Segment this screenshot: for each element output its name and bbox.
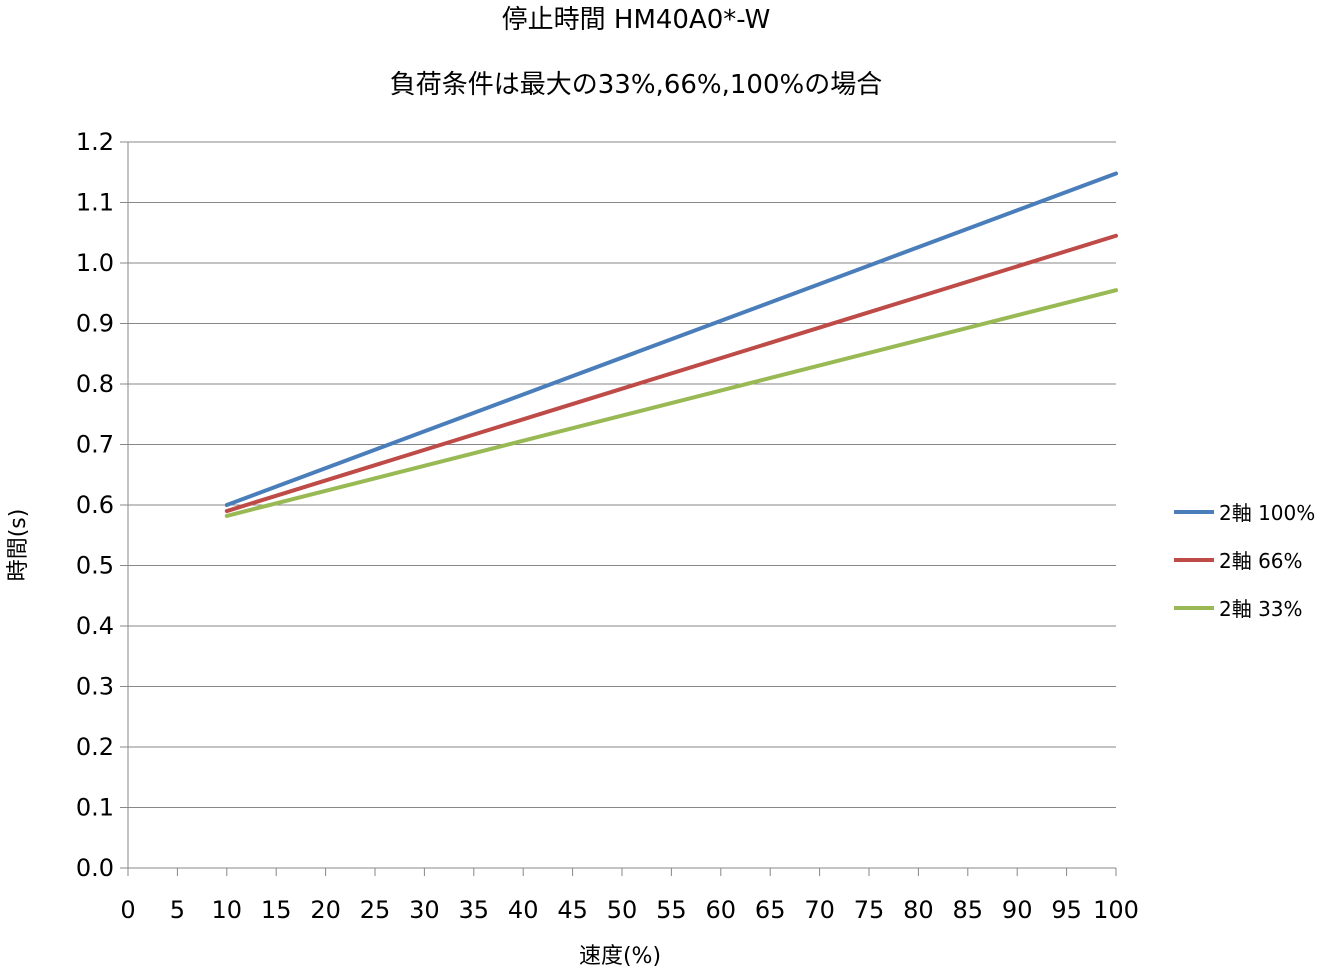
y-tick-label: 0.5 (76, 552, 114, 580)
chart-title: 停止時間 HM40A0*-W (502, 5, 771, 35)
y-tick-label: 1.2 (76, 128, 114, 156)
legend: 2軸 100% 2軸 66% 2軸 33% (1174, 501, 1315, 621)
x-tick-label: 0 (120, 896, 135, 924)
x-tick-label: 10 (212, 896, 243, 924)
x-tick-labels: 0 5 10 15 20 25 30 35 40 45 50 55 60 65 70 75 80 85 90 95 10… (120, 896, 1139, 924)
gridlines (120, 141, 1116, 869)
x-tick-label: 30 (409, 896, 440, 924)
series-lines (224, 171, 1118, 518)
x-tick-label: 65 (755, 896, 786, 924)
legend-label: 2軸 100% (1219, 501, 1315, 525)
x-axis-label: 速度(%) (579, 944, 661, 969)
y-axis-label: 時間(s) (6, 509, 31, 582)
x-tick-label: 25 (360, 896, 391, 924)
x-tick-label: 100 (1093, 896, 1139, 924)
y-tick-label: 0.6 (76, 491, 114, 519)
y-tick-labels: 0.0 0.1 0.2 0.3 0.4 0.5 0.6 0.7 0.8 0.9 1.0 1.1 1.2 (76, 128, 114, 882)
x-tick-label: 90 (1002, 896, 1033, 924)
y-tick-label: 0.4 (76, 612, 114, 640)
y-tick-label: 1.1 (76, 189, 114, 217)
x-tick-label: 50 (607, 896, 638, 924)
y-tick-label: 0.0 (76, 854, 114, 882)
x-tick-label: 55 (656, 896, 687, 924)
x-tick-label: 45 (557, 896, 588, 924)
x-tick-label: 35 (459, 896, 490, 924)
x-tick-label: 85 (953, 896, 984, 924)
x-tick-label: 95 (1051, 896, 1082, 924)
x-tick-label: 60 (706, 896, 737, 924)
series-line (224, 233, 1118, 514)
y-tick-label: 0.2 (76, 733, 114, 761)
chart-subtitle: 負荷条件は最大の33%,66%,100%の場合 (390, 70, 882, 100)
y-tick-label: 0.3 (76, 673, 114, 701)
series-line (224, 288, 1118, 518)
y-tick-label: 0.8 (76, 370, 114, 398)
x-tick-label: 75 (854, 896, 885, 924)
x-tick-label: 70 (804, 896, 835, 924)
legend-label: 2軸 33% (1219, 597, 1303, 621)
x-tick-label: 5 (170, 896, 185, 924)
y-tick-label: 0.9 (76, 310, 114, 338)
x-tick-label: 40 (508, 896, 539, 924)
x-tick-label: 80 (903, 896, 934, 924)
y-tick-label: 1.0 (76, 249, 114, 277)
axes (127, 142, 1117, 876)
x-tick-label: 15 (261, 896, 292, 924)
series-line (224, 171, 1118, 507)
y-tick-label: 0.7 (76, 431, 114, 459)
legend-label: 2軸 66% (1219, 549, 1303, 573)
y-tick-label: 0.1 (76, 794, 114, 822)
x-tick-label: 20 (310, 896, 341, 924)
